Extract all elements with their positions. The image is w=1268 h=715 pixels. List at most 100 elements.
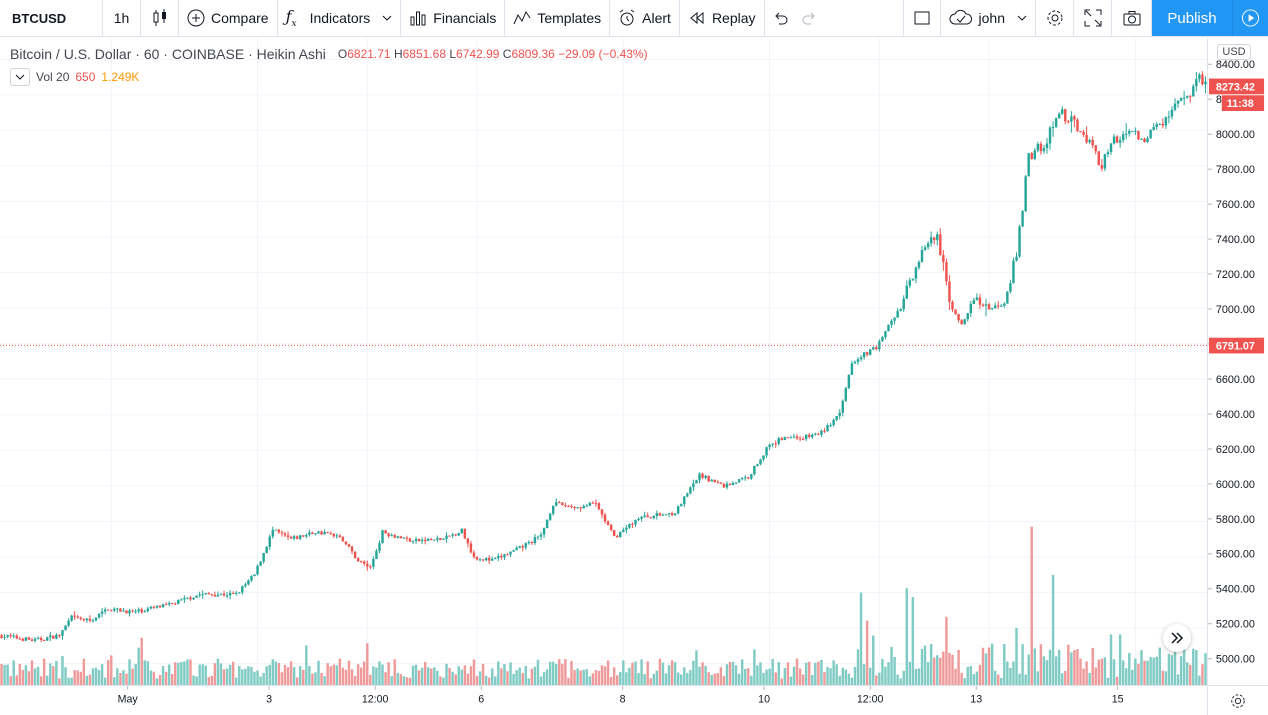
volume-bar xyxy=(484,675,488,685)
financials-button[interactable]: Financials xyxy=(401,0,506,36)
volume-bar xyxy=(372,666,375,685)
candle-body xyxy=(46,637,49,641)
candle-body xyxy=(509,551,512,555)
rewind-icon xyxy=(690,11,704,25)
candle-body xyxy=(411,540,415,542)
candle-body xyxy=(167,602,171,605)
volume-bar xyxy=(975,671,979,685)
last-price-label: 8273.42 xyxy=(1216,81,1255,93)
candle-body xyxy=(683,496,686,505)
camera-icon xyxy=(1123,11,1140,26)
volume-bar xyxy=(472,659,476,685)
axis-settings-button[interactable] xyxy=(1207,685,1268,715)
volume-bar xyxy=(12,660,15,685)
volume-bar xyxy=(917,668,921,685)
volume-bar xyxy=(893,656,896,685)
candle-body xyxy=(1109,143,1113,153)
candle-body xyxy=(1073,116,1076,120)
volume-bar xyxy=(46,675,49,685)
candle-body xyxy=(189,597,192,600)
volume-bar xyxy=(707,672,710,685)
compare-button[interactable]: Compare xyxy=(179,0,278,36)
publish-button[interactable]: Publish xyxy=(1152,0,1232,36)
volume-bar xyxy=(491,668,494,685)
volume-bar xyxy=(850,677,854,685)
volume-bar xyxy=(936,655,939,685)
candle-body xyxy=(932,237,936,241)
candle-body xyxy=(524,543,527,548)
volume-bar xyxy=(768,668,771,685)
candle-body xyxy=(1079,131,1082,133)
candle-body xyxy=(113,608,116,611)
candle-body xyxy=(622,529,625,532)
settings-button[interactable] xyxy=(1036,0,1074,36)
alert-button[interactable]: Alert xyxy=(610,0,680,36)
chevron-down-icon xyxy=(15,74,25,80)
volume-bar xyxy=(1152,657,1155,685)
candle-body xyxy=(762,455,765,460)
templates-button[interactable]: Templates xyxy=(505,0,611,36)
symbol-search[interactable]: BTCUSD xyxy=(0,0,103,36)
user-name: john xyxy=(978,10,1005,26)
volume-bar xyxy=(1164,671,1168,685)
legend-collapse-button[interactable] xyxy=(10,68,30,86)
candle-body xyxy=(811,434,814,437)
time-axis[interactable]: May 3 12:00 6 8 10 12:00 13 15 xyxy=(0,685,1207,715)
redo-icon[interactable] xyxy=(801,10,817,26)
volume-bar xyxy=(899,678,902,685)
price-tick-label: 6400.00 xyxy=(1216,409,1255,421)
candle-body xyxy=(707,475,710,482)
volume-bar xyxy=(838,675,841,685)
price-tick-label: 8400.00 xyxy=(1216,59,1255,71)
candle-body xyxy=(850,363,854,375)
time-tick-label: 15 xyxy=(1112,693,1124,705)
price-chart[interactable] xyxy=(0,38,1207,685)
snapshot-button[interactable] xyxy=(1112,0,1152,36)
interval-button[interactable]: 1h xyxy=(103,0,141,36)
candle-body xyxy=(9,635,12,637)
volume-bar xyxy=(878,672,881,685)
volume-bar xyxy=(1195,650,1198,685)
candle-body xyxy=(1048,127,1052,144)
volume-bar xyxy=(1006,661,1009,685)
candle-body xyxy=(423,539,427,542)
volume-bar xyxy=(1042,656,1046,685)
candle-body xyxy=(466,538,470,544)
candle-body xyxy=(954,309,957,315)
play-button[interactable] xyxy=(1232,0,1268,36)
candle-body xyxy=(106,609,110,611)
layout-button[interactable] xyxy=(902,0,941,36)
volume-bar xyxy=(872,635,875,685)
price-axis[interactable]: 5000.00 5200.00 5400.00 5600.00 5800.00 6000.… xyxy=(1207,38,1268,685)
volume-bar xyxy=(427,667,430,685)
replay-button[interactable]: Replay xyxy=(680,0,765,36)
candle-body xyxy=(798,438,802,440)
volume-bar xyxy=(186,659,189,685)
chart-style-button[interactable] xyxy=(141,0,179,36)
fullscreen-button[interactable] xyxy=(1074,0,1112,36)
volume-bar xyxy=(1137,663,1140,685)
volume-bar xyxy=(21,670,25,685)
user-cloud-button[interactable]: john xyxy=(941,0,1036,36)
scroll-to-realtime-button[interactable] xyxy=(1163,624,1191,652)
volume-bar xyxy=(478,671,482,685)
candle-body xyxy=(594,503,598,505)
volume-bar xyxy=(1121,660,1125,685)
volume-bar xyxy=(241,669,244,685)
candle-body xyxy=(551,505,555,514)
volume-bar xyxy=(926,662,930,685)
candle-body xyxy=(332,533,335,537)
series-legend: Bitcoin / U.S. Dollar · 60 · COINBASE · … xyxy=(10,46,648,62)
volume-bar xyxy=(280,672,284,685)
candle-body xyxy=(158,605,162,608)
volume-bar xyxy=(664,673,668,685)
currency-label[interactable]: USD xyxy=(1217,44,1251,60)
candle-body xyxy=(923,247,927,251)
undo-icon[interactable] xyxy=(773,10,789,26)
volume-bar xyxy=(518,667,521,685)
candle-body xyxy=(439,538,442,540)
indicators-button[interactable]: ƒx Indicators xyxy=(278,0,402,36)
volume-bar xyxy=(308,665,311,685)
candle-body xyxy=(817,433,820,435)
candle-body xyxy=(1115,136,1119,143)
